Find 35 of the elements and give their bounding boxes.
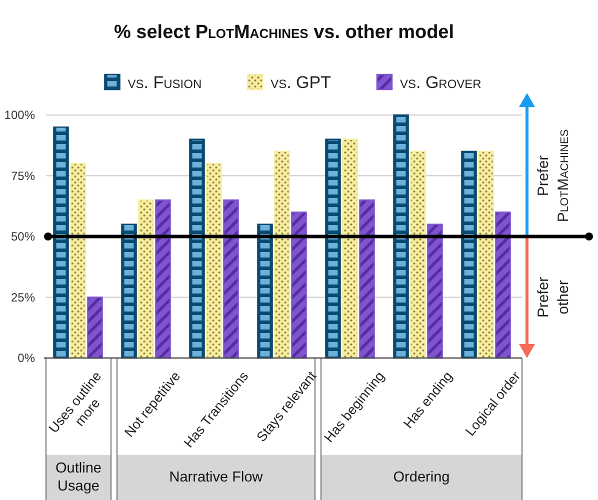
bar [223,199,239,359]
legend-label: vs. Grover [400,72,482,92]
y-tick-label: 50% [10,230,36,244]
bar [359,199,375,359]
y-tick-label: 25% [10,290,36,304]
bar [138,199,154,359]
text: Narrative Flow [169,470,264,486]
bar [478,150,494,359]
bar [495,212,511,359]
bar [274,150,290,359]
bar [206,162,222,359]
bar [155,199,171,359]
bar [121,224,137,359]
y-tick-label: 100% [4,108,36,122]
bar [427,224,443,359]
bar [393,114,409,359]
text: Outline Usage [56,460,102,494]
bar [410,150,426,359]
bar [342,138,358,359]
chart-title: % select PlotMachines vs. other model [114,22,454,43]
bar [291,212,307,359]
bar [257,224,273,359]
text: Prefer other [534,276,572,318]
y-tick-label: 75% [10,168,36,183]
y-tick-label: 0% [18,351,36,365]
text: Ordering [393,470,450,486]
bar [189,138,205,359]
legend-label: vs. Fusion [128,72,202,92]
legend-label: vs. GPT [270,72,332,92]
bar [53,126,69,359]
text: Prefer PlotMachines [534,129,572,222]
bar [87,296,103,359]
bar [325,138,341,359]
bar [461,150,477,359]
bar [70,162,86,359]
